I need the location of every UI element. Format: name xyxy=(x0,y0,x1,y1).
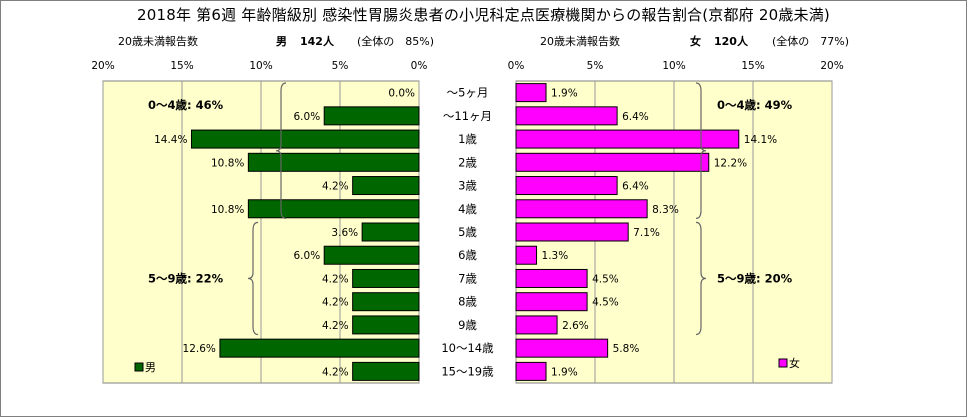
female-group-brace xyxy=(695,82,707,219)
female-share: (全体の 77%) xyxy=(772,35,850,48)
female-data-label: 1.3% xyxy=(542,250,569,262)
female-tick-label: 20% xyxy=(820,60,843,72)
category-label: 10～14歳 xyxy=(441,341,494,355)
male-data-label: 4.2% xyxy=(322,181,349,193)
female-tick-label: 10% xyxy=(662,60,685,72)
male-tick-label: 15% xyxy=(170,60,193,72)
female-data-label: 4.5% xyxy=(592,273,619,285)
female-bar xyxy=(515,338,609,358)
male-group-label: 男 xyxy=(276,35,287,48)
female-group-annotation: 0～4歳: 49% xyxy=(717,98,793,112)
category-label: 9歳 xyxy=(458,318,477,332)
female-data-label: 12.2% xyxy=(714,157,747,169)
male-group-annotation: 0～4歳: 46% xyxy=(148,98,224,112)
male-legend-swatch xyxy=(134,362,144,372)
category-label: 4歳 xyxy=(458,202,477,216)
female-bar xyxy=(515,176,618,196)
male-bar xyxy=(247,152,420,172)
female-bar xyxy=(515,315,558,335)
female-bar xyxy=(515,106,618,126)
male-bar xyxy=(219,338,420,358)
female-bar xyxy=(515,268,588,288)
male-data-label: 10.8% xyxy=(211,204,244,216)
male-bar xyxy=(190,129,420,149)
female-bar xyxy=(515,361,547,381)
female-group-annotation: 5～9歳: 20% xyxy=(717,271,793,285)
male-tick-label: 10% xyxy=(249,60,272,72)
female-bar xyxy=(515,83,547,103)
female-bar xyxy=(515,129,740,149)
male-count: 142人 xyxy=(300,35,334,48)
category-label: 3歳 xyxy=(458,179,477,193)
female-bar xyxy=(515,292,588,312)
male-bar xyxy=(352,176,420,196)
male-bar xyxy=(352,315,420,335)
female-data-label: 6.4% xyxy=(622,111,649,123)
category-label: 2歳 xyxy=(458,155,477,169)
category-label: 8歳 xyxy=(458,295,477,309)
male-bar xyxy=(352,268,420,288)
male-data-label: 4.2% xyxy=(322,366,349,378)
female-data-label: 7.1% xyxy=(633,227,660,239)
female-data-label: 1.9% xyxy=(551,88,578,100)
male-bar xyxy=(352,361,420,381)
male-group-brace xyxy=(275,82,287,219)
female-data-label: 5.8% xyxy=(613,343,640,355)
female-group-label: 女 xyxy=(690,35,701,48)
male-data-label: 3.6% xyxy=(331,227,358,239)
male-data-label: 12.6% xyxy=(183,343,216,355)
male-tick-label: 5% xyxy=(332,60,349,72)
category-label: 5歳 xyxy=(458,225,477,239)
male-bar xyxy=(247,199,420,219)
male-tick-label: 0% xyxy=(411,60,428,72)
male-data-label: 14.4% xyxy=(154,134,187,146)
category-label: 7歳 xyxy=(458,271,477,285)
female-bar xyxy=(515,152,710,172)
left-axis-caption: 20歳未満報告数 xyxy=(118,35,198,48)
male-data-label: 4.2% xyxy=(322,320,349,332)
category-label: 6歳 xyxy=(458,248,477,262)
female-group-brace xyxy=(695,221,707,336)
chart-title: 2018年 第6週 年齢階級別 感染性胃腸炎患者の小児科定点医療機関からの報告割… xyxy=(137,6,830,24)
female-bar xyxy=(515,222,629,242)
male-data-label: 6.0% xyxy=(294,111,321,123)
male-legend-label: 男 xyxy=(145,361,156,374)
male-data-label: 4.2% xyxy=(322,297,349,309)
male-bar xyxy=(361,222,420,242)
category-label: 15～19歳 xyxy=(441,364,494,378)
male-bar xyxy=(323,245,420,265)
female-bar xyxy=(515,199,648,219)
male-group-brace xyxy=(247,221,259,336)
female-data-label: 4.5% xyxy=(592,297,619,309)
female-data-label: 6.4% xyxy=(622,181,649,193)
female-tick-label: 0% xyxy=(508,60,525,72)
category-label: ～11ヶ月 xyxy=(443,109,492,123)
right-axis-caption: 20歳未満報告数 xyxy=(540,35,620,48)
male-bar xyxy=(323,106,420,126)
male-tick-label: 20% xyxy=(91,60,114,72)
male-bar xyxy=(352,292,420,312)
male-data-label: 10.8% xyxy=(211,157,244,169)
female-data-label: 1.9% xyxy=(551,366,578,378)
female-tick-label: 15% xyxy=(741,60,764,72)
male-data-label: 0.0% xyxy=(388,88,415,100)
male-data-label: 6.0% xyxy=(294,250,321,262)
female-data-label: 2.6% xyxy=(562,320,589,332)
female-tick-label: 5% xyxy=(587,60,604,72)
category-label: 1歳 xyxy=(458,132,477,146)
category-label: ～5ヶ月 xyxy=(447,86,489,100)
female-bar xyxy=(515,245,538,265)
female-data-label: 14.1% xyxy=(744,134,777,146)
male-share: (全体の 85%) xyxy=(357,35,435,48)
female-count: 120人 xyxy=(714,35,748,48)
male-data-label: 4.2% xyxy=(322,273,349,285)
male-group-annotation: 5～9歳: 22% xyxy=(148,271,224,285)
female-data-label: 8.3% xyxy=(652,204,679,216)
female-legend-label: 女 xyxy=(789,356,800,370)
female-legend-swatch xyxy=(778,358,788,368)
